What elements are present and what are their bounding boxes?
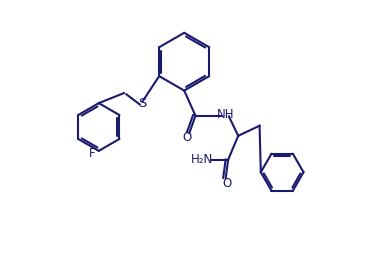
Text: S: S (138, 97, 147, 110)
Text: F: F (89, 147, 96, 160)
Text: NH: NH (217, 108, 234, 121)
Text: O: O (183, 131, 192, 144)
Text: H₂N: H₂N (191, 153, 213, 166)
Text: O: O (222, 177, 231, 189)
